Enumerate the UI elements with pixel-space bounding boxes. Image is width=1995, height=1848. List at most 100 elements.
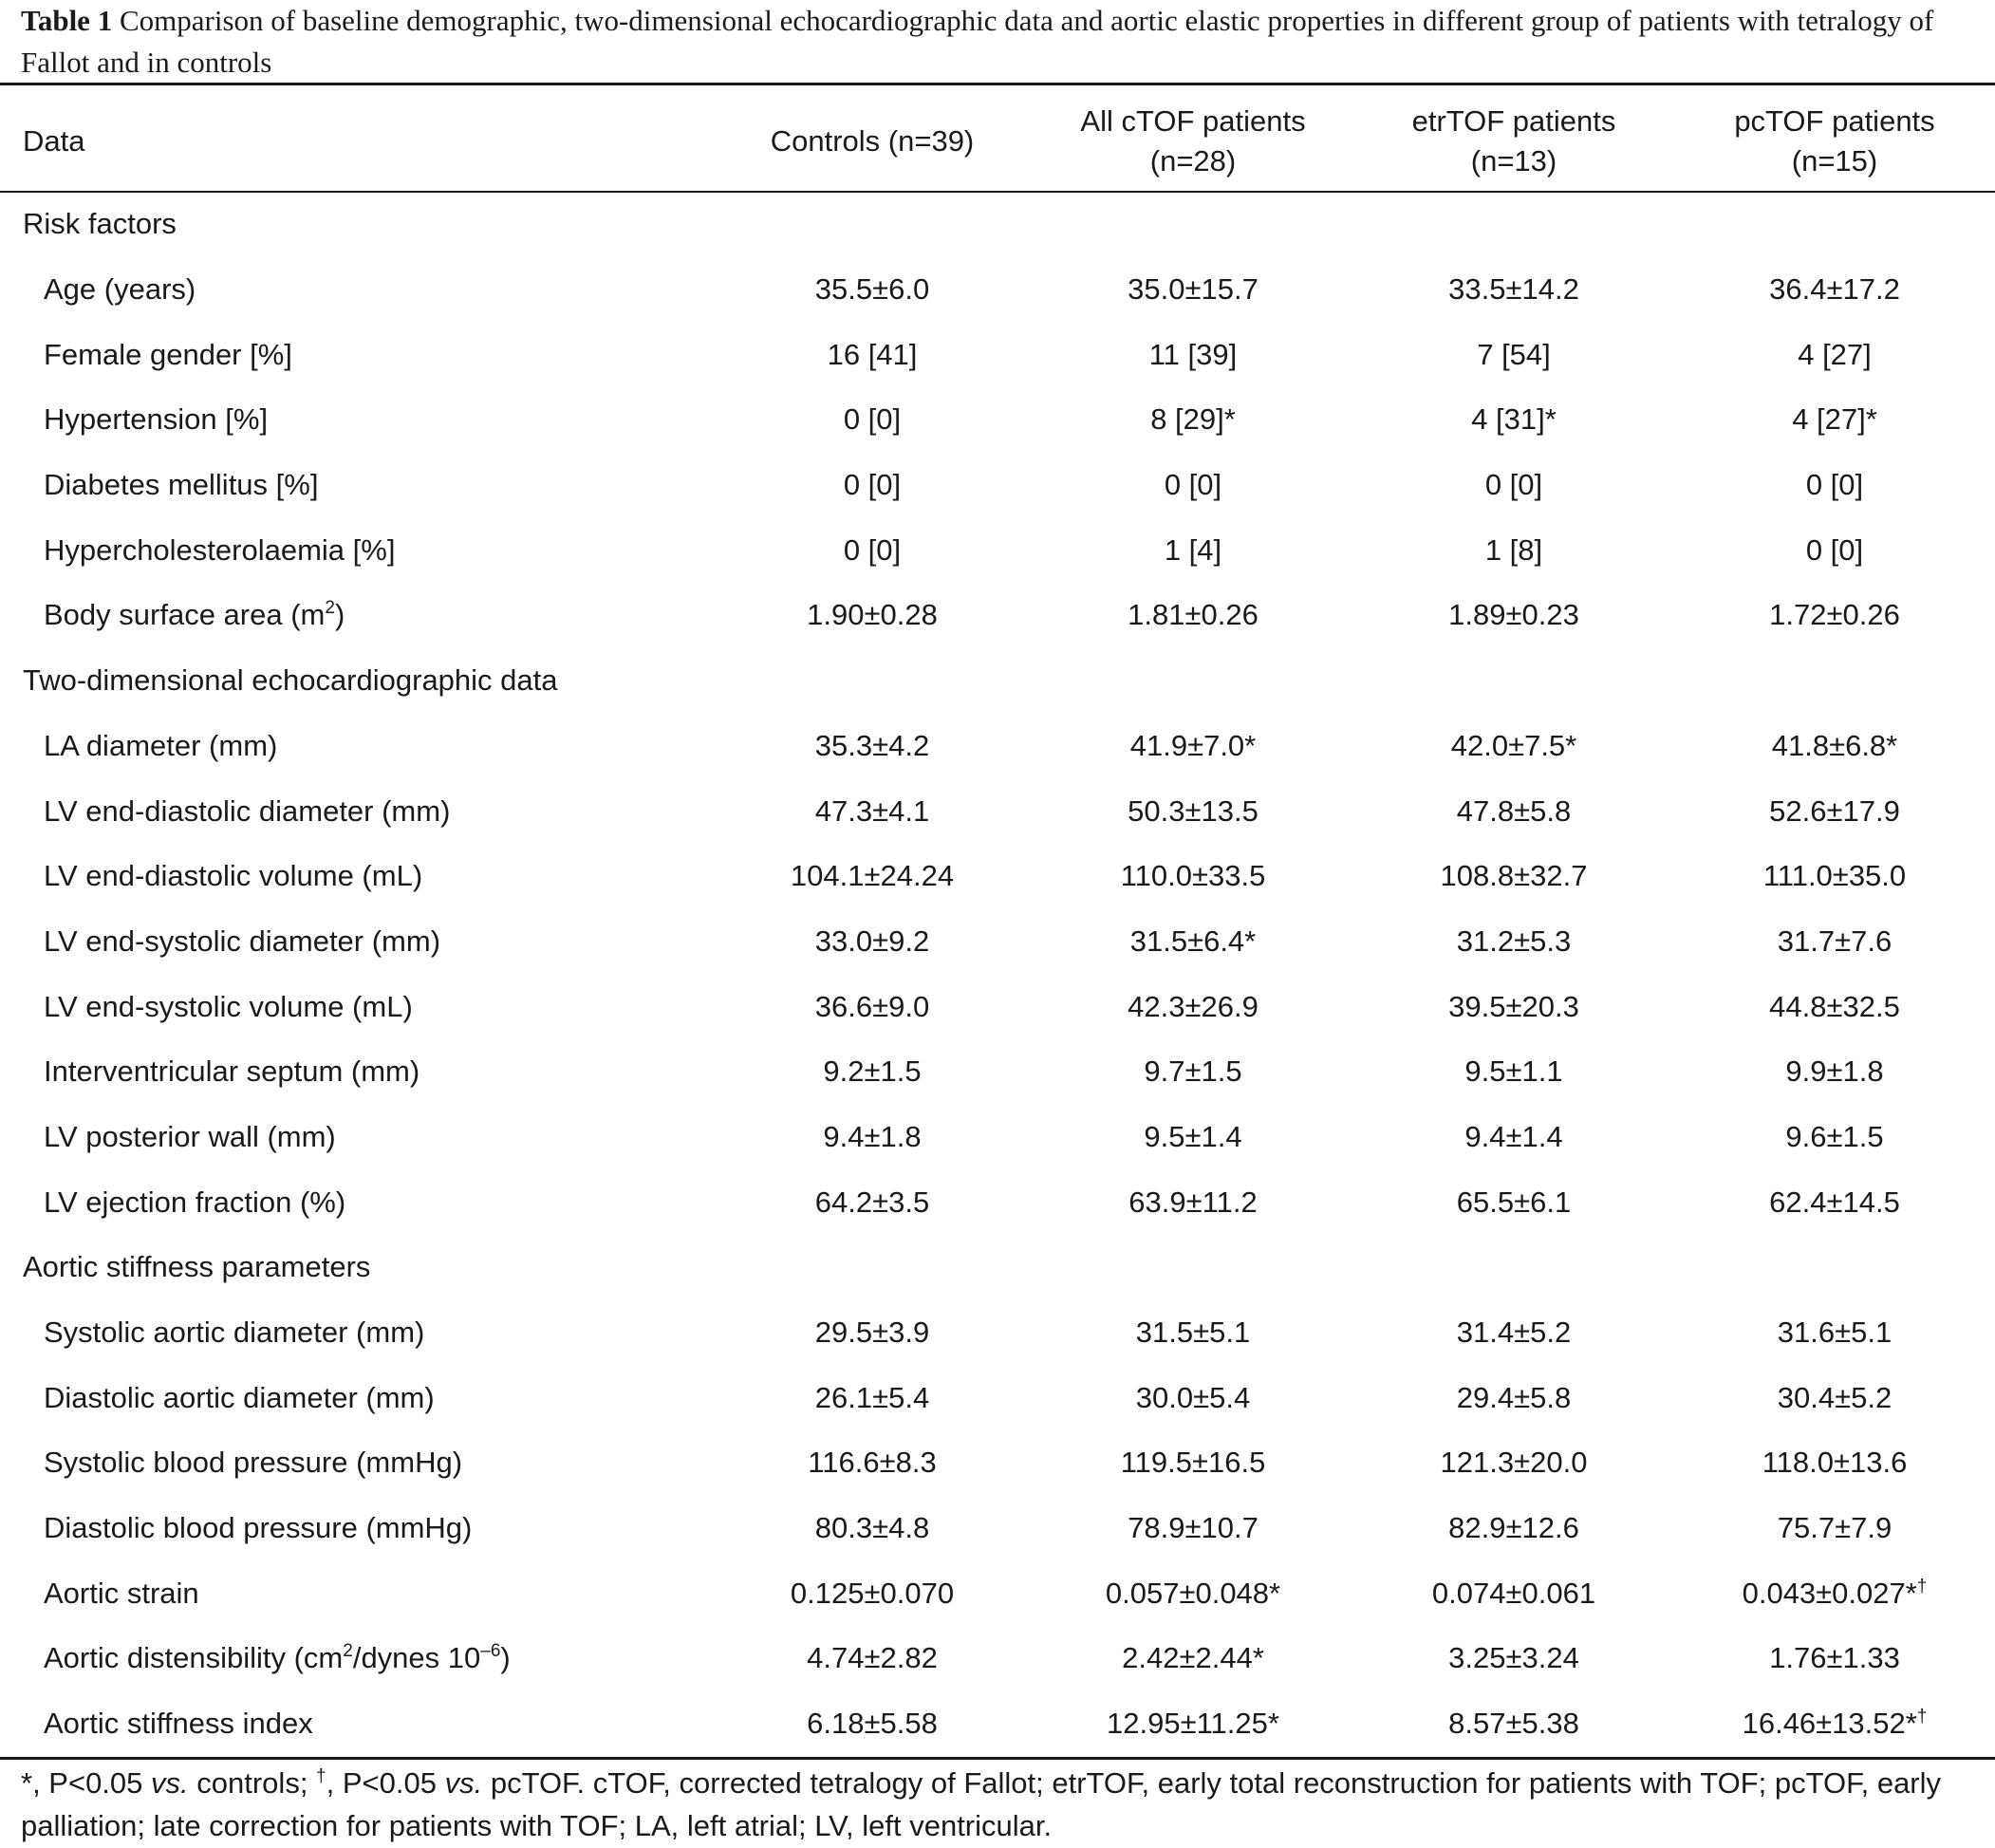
cell-all-ctof: 1.81±0.26 (1128, 598, 1259, 632)
col-header-controls: Controls (n=39) (770, 124, 975, 158)
cell-all-ctof: 0 [0] (1164, 468, 1222, 502)
table-row: LA diameter (mm) 35.3±4.2 41.9±7.0* 42.0… (0, 714, 1995, 779)
row-label: Hypercholesterolaemia [%] (44, 532, 396, 567)
cell-etrtof: 8.57±5.38 (1448, 1707, 1579, 1741)
cell-all-ctof: 35.0±15.7 (1128, 272, 1259, 307)
cell-all-ctof: 119.5±16.5 (1120, 1446, 1266, 1480)
cell-pctof: 9.6±1.5 (1785, 1119, 1884, 1153)
cell-controls: 26.1±5.4 (814, 1380, 930, 1414)
cell-pctof: 41.8±6.8* (1771, 728, 1898, 762)
row-label: LV end-diastolic diameter (mm) (44, 793, 451, 828)
cell-controls: 35.3±4.2 (814, 728, 930, 762)
cell-etrtof: 39.5±20.3 (1448, 989, 1579, 1023)
table-row: Diastolic blood pressure (mmHg) 80.3±4.8… (0, 1496, 1995, 1561)
row-label: Aortic strain (44, 1576, 199, 1610)
cell-all-ctof: 31.5±6.4* (1129, 924, 1257, 958)
table-number: Table 1 (21, 4, 113, 37)
table-row: LV posterior wall (mm) 9.4±1.8 9.5±1.4 9… (0, 1105, 1995, 1170)
cell-controls: 4.74±2.82 (807, 1641, 938, 1675)
table-row: LV end-systolic volume (mL) 36.6±9.0 42.… (0, 974, 1995, 1039)
cell-controls: 116.6±8.3 (808, 1446, 937, 1480)
row-label: Aortic distensibility (cm2/dynes 10–6) (44, 1641, 511, 1675)
cell-etrtof: 33.5±14.2 (1448, 272, 1579, 307)
table-row: LV end-diastolic diameter (mm) 47.3±4.1 … (0, 778, 1995, 844)
cell-pctof: 0 [0] (1805, 468, 1864, 502)
col-header-etrtof: etrTOF patients (n=13) (1411, 104, 1616, 177)
cell-controls: 6.18±5.58 (807, 1707, 938, 1741)
cell-all-ctof: 50.3±13.5 (1128, 793, 1259, 828)
cell-controls: 29.5±3.9 (814, 1316, 930, 1350)
cell-pctof: 0 [0] (1805, 532, 1864, 567)
cell-pctof: 31.7±7.6 (1777, 924, 1892, 958)
table-row: LV ejection fraction (%) 64.2±3.5 63.9±1… (0, 1169, 1995, 1235)
cell-etrtof: 31.2±5.3 (1456, 924, 1572, 958)
cell-controls: 1.90±0.28 (807, 598, 938, 632)
cell-controls: 35.5±6.0 (814, 272, 930, 307)
row-label: Aortic stiffness index (44, 1707, 313, 1741)
cell-pctof: 118.0±13.6 (1762, 1446, 1908, 1480)
table-row: Diastolic aortic diameter (mm) 26.1±5.4 … (0, 1365, 1995, 1430)
row-label: Diabetes mellitus [%] (44, 468, 319, 502)
row-label: LV end-diastolic volume (mL) (44, 859, 423, 893)
cell-controls: 64.2±3.5 (814, 1185, 930, 1219)
cell-etrtof: 29.4±5.8 (1456, 1380, 1572, 1414)
cell-all-ctof: 11 [39] (1148, 337, 1238, 371)
section-label: Risk factors (23, 207, 177, 241)
table-row: Body surface area (m2) 1.90±0.28 1.81±0.… (0, 583, 1995, 648)
row-label: Female gender [%] (44, 337, 292, 371)
table-row: Hypertension [%] 0 [0] 8 [29]* 4 [31]* 4… (0, 387, 1995, 453)
cell-pctof: 111.0±35.0 (1762, 859, 1907, 893)
header-row: Data Controls (n=39) All cTOF patients (… (0, 91, 1995, 192)
table-row: Age (years) 35.5±6.0 35.0±15.7 33.5±14.2… (0, 257, 1995, 323)
cell-controls: 16 [41] (827, 337, 918, 371)
cell-pctof: 52.6±17.9 (1769, 793, 1900, 828)
cell-etrtof: 31.4±5.2 (1456, 1316, 1572, 1350)
row-label: LA diameter (mm) (44, 728, 278, 762)
table-row: LV end-diastolic volume (mL) 104.1±24.24… (0, 844, 1995, 909)
cell-pctof: 31.6±5.1 (1777, 1316, 1892, 1350)
table-row: Aortic distensibility (cm2/dynes 10–6) 4… (0, 1626, 1995, 1691)
row-label: Hypertension [%] (44, 402, 269, 437)
cell-etrtof: 47.8±5.8 (1456, 793, 1572, 828)
cell-etrtof: 82.9±12.6 (1448, 1511, 1579, 1545)
cell-pctof: 62.4±14.5 (1769, 1185, 1900, 1219)
col-header-pctof: pcTOF patients (n=15) (1734, 104, 1935, 177)
cell-controls: 0 [0] (843, 468, 902, 502)
table-footnote: *, P<0.05 vs. controls; †, P<0.05 vs. pc… (21, 1766, 1942, 1842)
row-label: LV end-systolic diameter (mm) (44, 924, 441, 958)
cell-etrtof: 9.4±1.4 (1464, 1119, 1563, 1153)
cell-controls: 9.2±1.5 (823, 1055, 922, 1089)
cell-etrtof: 3.25±3.24 (1448, 1641, 1579, 1675)
cell-all-ctof: 1 [4] (1164, 532, 1222, 567)
cell-controls: 0.125±0.070 (790, 1576, 955, 1610)
cell-etrtof: 1.89±0.23 (1448, 598, 1579, 632)
row-label: LV posterior wall (mm) (44, 1119, 336, 1153)
row-label: Diastolic aortic diameter (mm) (44, 1380, 435, 1414)
cell-pctof: 0.043±0.027*† (1742, 1576, 1928, 1610)
cell-controls: 47.3±4.1 (814, 793, 930, 828)
table-row: LV end-systolic diameter (mm) 33.0±9.2 3… (0, 909, 1995, 975)
cell-all-ctof: 41.9±7.0* (1129, 728, 1257, 762)
bottom-rule (0, 1757, 1995, 1760)
table-row: Systolic blood pressure (mmHg) 116.6±8.3… (0, 1430, 1995, 1496)
cell-controls: 0 [0] (843, 532, 902, 567)
cell-etrtof: 0 [0] (1484, 468, 1543, 502)
row-label: Age (years) (44, 272, 196, 307)
section-row-risk-factors: Risk factors (0, 192, 1995, 257)
row-label: Diastolic blood pressure (mmHg) (44, 1511, 473, 1545)
cell-controls: 9.4±1.8 (823, 1119, 922, 1153)
cell-pctof: 1.72±0.26 (1769, 598, 1900, 632)
section-label: Aortic stiffness parameters (23, 1250, 371, 1284)
cell-pctof: 9.9±1.8 (1785, 1055, 1884, 1089)
table-row: Hypercholesterolaemia [%] 0 [0] 1 [4] 1 … (0, 517, 1995, 583)
cell-etrtof: 42.0±7.5* (1450, 728, 1577, 762)
row-label: Body surface area (m2) (44, 598, 345, 632)
table-caption: Table 1 Comparison of baseline demograph… (21, 0, 1976, 84)
cell-pctof: 4 [27] (1798, 337, 1872, 371)
cell-all-ctof: 78.9±10.7 (1128, 1511, 1259, 1545)
cell-all-ctof: 42.3±26.9 (1128, 989, 1259, 1023)
row-label: Interventricular septum (mm) (44, 1055, 420, 1089)
cell-all-ctof: 63.9±11.2 (1128, 1185, 1258, 1219)
cell-pctof: 36.4±17.2 (1769, 272, 1900, 307)
